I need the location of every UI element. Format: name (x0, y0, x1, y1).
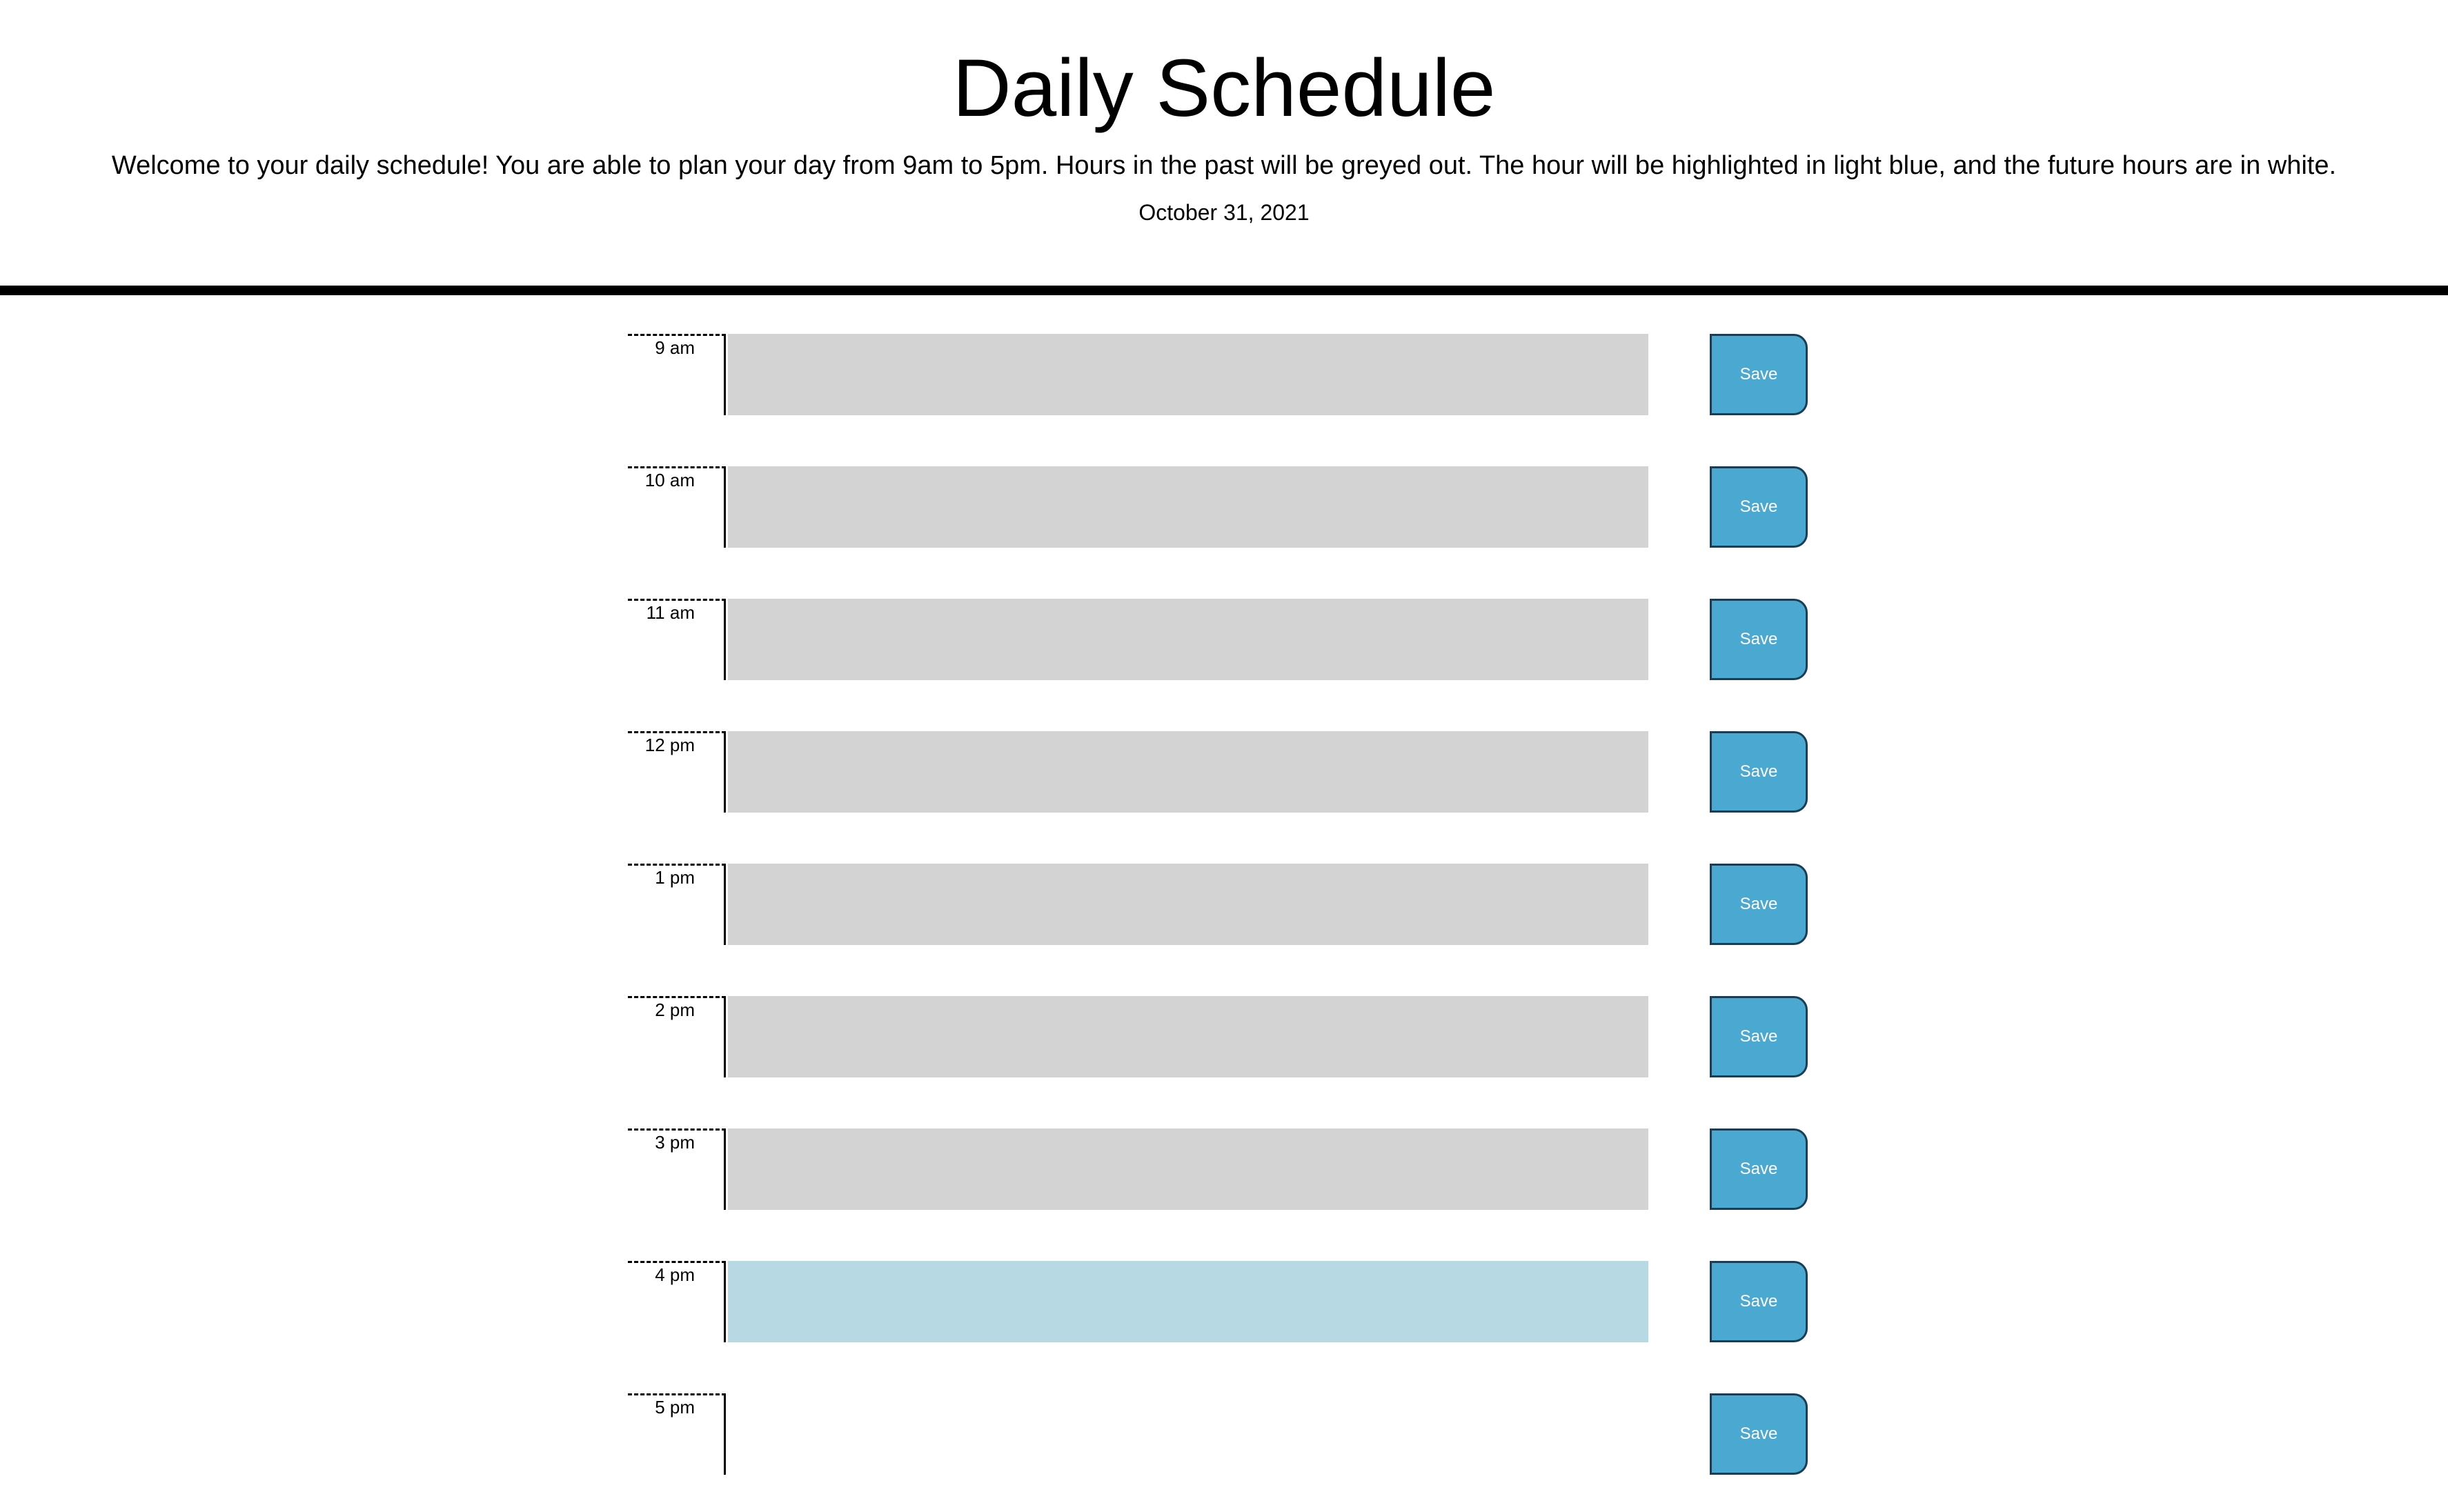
save-button[interactable]: Save (1710, 466, 1808, 548)
event-description-input[interactable] (728, 334, 1648, 415)
save-button[interactable]: Save (1710, 599, 1808, 680)
current-date: October 31, 2021 (1138, 200, 1310, 225)
time-block-5pm: 5 pm Save (628, 1393, 1808, 1475)
save-button[interactable]: Save (1710, 996, 1808, 1077)
event-description-input[interactable] (728, 466, 1648, 548)
time-block-11am: 11 am Save (628, 599, 1808, 680)
page-title: Daily Schedule (952, 43, 1496, 134)
event-description-input[interactable] (728, 1261, 1648, 1342)
save-button[interactable]: Save (1710, 731, 1808, 813)
time-block-1pm: 1 pm Save (628, 864, 1808, 945)
event-description-input[interactable] (728, 599, 1648, 680)
intro-text: Welcome to your daily schedule! You are … (111, 151, 2337, 180)
save-button[interactable]: Save (1710, 1261, 1808, 1342)
event-description-input[interactable] (728, 731, 1648, 813)
event-description-input[interactable] (728, 996, 1648, 1077)
header: Daily Schedule Welcome to your daily sch… (0, 0, 2448, 295)
time-block-3pm: 3 pm Save (628, 1128, 1808, 1210)
time-block-9am: 9 am Save (628, 334, 1808, 415)
event-description-input[interactable] (728, 1393, 1648, 1475)
hour-label: 12 pm (628, 731, 726, 813)
event-description-input[interactable] (728, 864, 1648, 945)
hour-label: 1 pm (628, 864, 726, 945)
hour-label: 3 pm (628, 1128, 726, 1210)
hour-label: 2 pm (628, 996, 726, 1077)
save-button[interactable]: Save (1710, 864, 1808, 945)
hour-label: 9 am (628, 334, 726, 415)
hour-label: 11 am (628, 599, 726, 680)
hour-label: 10 am (628, 466, 726, 548)
time-block-12pm: 12 pm Save (628, 731, 1808, 813)
time-block-4pm: 4 pm Save (628, 1261, 1808, 1342)
hour-label: 4 pm (628, 1261, 726, 1342)
save-button[interactable]: Save (1710, 1128, 1808, 1210)
save-button[interactable]: Save (1710, 334, 1808, 415)
time-block-10am: 10 am Save (628, 466, 1808, 548)
event-description-input[interactable] (728, 1128, 1648, 1210)
time-block-2pm: 2 pm Save (628, 996, 1808, 1077)
hour-label: 5 pm (628, 1393, 726, 1475)
save-button[interactable]: Save (1710, 1393, 1808, 1475)
